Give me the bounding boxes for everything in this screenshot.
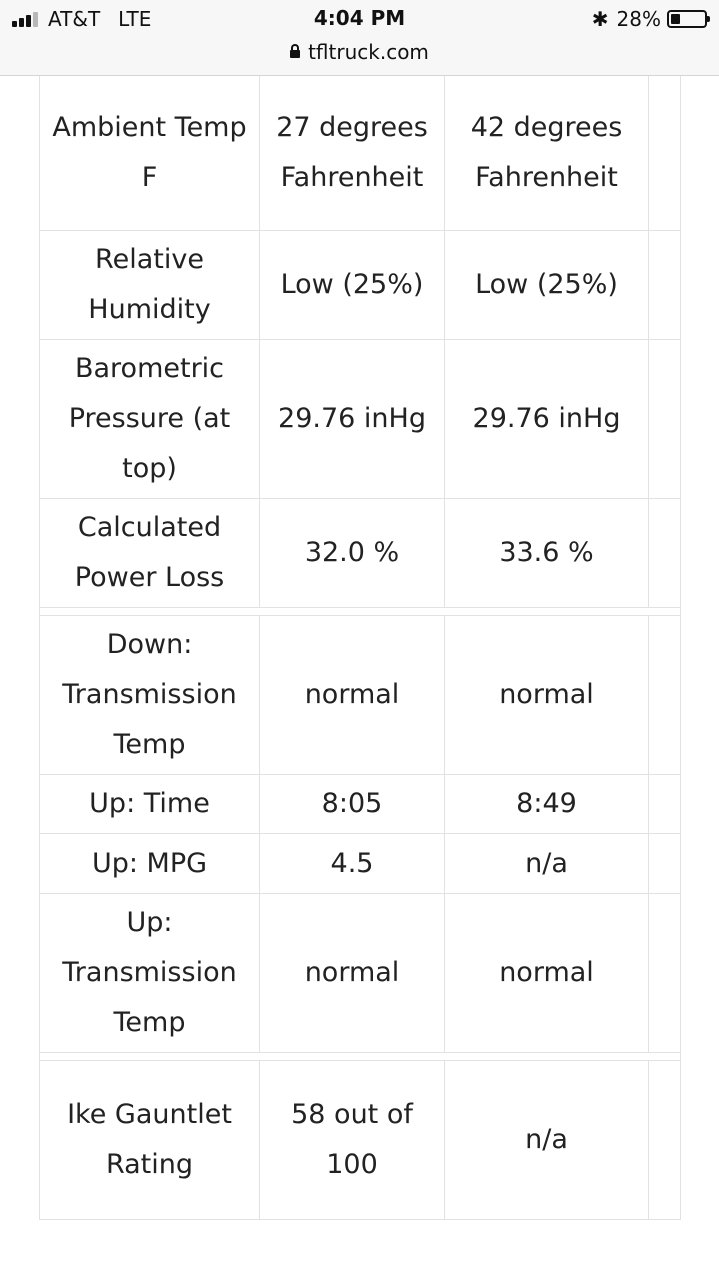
- address-bar[interactable]: tfltruck.com: [0, 40, 719, 64]
- row-value-2: normal: [445, 616, 649, 774]
- row-value-1: 32.0 %: [260, 499, 445, 607]
- table-row: Up: Transmission Temp normal normal: [40, 894, 680, 1053]
- row-label: Relative Humidity: [40, 231, 260, 339]
- row-value-2: 29.76 inHg: [445, 340, 649, 498]
- table-section-divider: [40, 1053, 680, 1061]
- row-label: Up: Transmission Temp: [40, 894, 260, 1052]
- table-row: Ambient Temp F 27 degrees Fahrenheit 42 …: [40, 76, 680, 231]
- row-value-2: n/a: [445, 834, 649, 893]
- empty-cell: [649, 616, 680, 774]
- empty-cell: [649, 340, 680, 498]
- empty-cell: [649, 76, 680, 230]
- status-right: ✱ 28%: [591, 7, 710, 31]
- row-value-1: 27 degrees Fahrenheit: [260, 76, 445, 230]
- table-row: Down: Transmission Temp normal normal: [40, 616, 680, 775]
- status-left: AT&T LTE: [12, 7, 151, 31]
- row-value-2: Low (25%): [445, 231, 649, 339]
- row-value-2: n/a: [445, 1061, 649, 1219]
- row-value-1: 4.5: [260, 834, 445, 893]
- battery-fill: [671, 14, 680, 24]
- empty-cell: [649, 1061, 680, 1219]
- row-value-2: 8:49: [445, 775, 649, 833]
- row-value-2: 42 degrees Fahrenheit: [445, 76, 649, 230]
- battery-percent: 28%: [616, 7, 661, 31]
- table-row: Up: Time 8:05 8:49: [40, 775, 680, 834]
- row-label: Barometric Pressure (at top): [40, 340, 260, 498]
- row-value-1: 8:05: [260, 775, 445, 833]
- table-section-divider: [40, 608, 680, 616]
- table-row: Calculated Power Loss 32.0 % 33.6 %: [40, 499, 680, 608]
- status-time: 4:04 PM: [313, 6, 406, 30]
- table-row: Up: MPG 4.5 n/a: [40, 834, 680, 894]
- empty-cell: [649, 231, 680, 339]
- row-value-1: 58 out of 100: [260, 1061, 445, 1219]
- row-value-1: normal: [260, 894, 445, 1052]
- row-label: Ike Gauntlet Rating: [40, 1061, 260, 1219]
- row-label: Down: Transmission Temp: [40, 616, 260, 774]
- empty-cell: [649, 834, 680, 893]
- row-value-2: 33.6 %: [445, 499, 649, 607]
- empty-cell: [649, 775, 680, 833]
- row-label: Calculated Power Loss: [40, 499, 260, 607]
- empty-cell: [649, 894, 680, 1052]
- table-row: Relative Humidity Low (25%) Low (25%): [40, 231, 680, 340]
- table-row: Ike Gauntlet Rating 58 out of 100 n/a: [40, 1061, 680, 1220]
- carrier-name: AT&T: [48, 7, 101, 31]
- row-value-1: normal: [260, 616, 445, 774]
- row-value-1: 29.76 inHg: [260, 340, 445, 498]
- battery-icon: [667, 10, 710, 28]
- bluetooth-icon: ✱: [591, 7, 609, 31]
- comparison-table: Ambient Temp F 27 degrees Fahrenheit 42 …: [39, 76, 681, 1220]
- url-text: tfltruck.com: [308, 40, 429, 64]
- row-label: Up: MPG: [40, 834, 260, 893]
- row-label: Ambient Temp F: [40, 76, 260, 230]
- signal-strength-icon: [12, 11, 40, 27]
- table-row: Barometric Pressure (at top) 29.76 inHg …: [40, 340, 680, 499]
- row-value-1: Low (25%): [260, 231, 445, 339]
- empty-cell: [649, 499, 680, 607]
- status-bar: AT&T LTE 4:04 PM tfltruck.com ✱ 28%: [0, 0, 719, 76]
- lock-icon: [290, 44, 301, 58]
- row-label: Up: Time: [40, 775, 260, 833]
- row-value-2: normal: [445, 894, 649, 1052]
- network-type: LTE: [118, 7, 152, 31]
